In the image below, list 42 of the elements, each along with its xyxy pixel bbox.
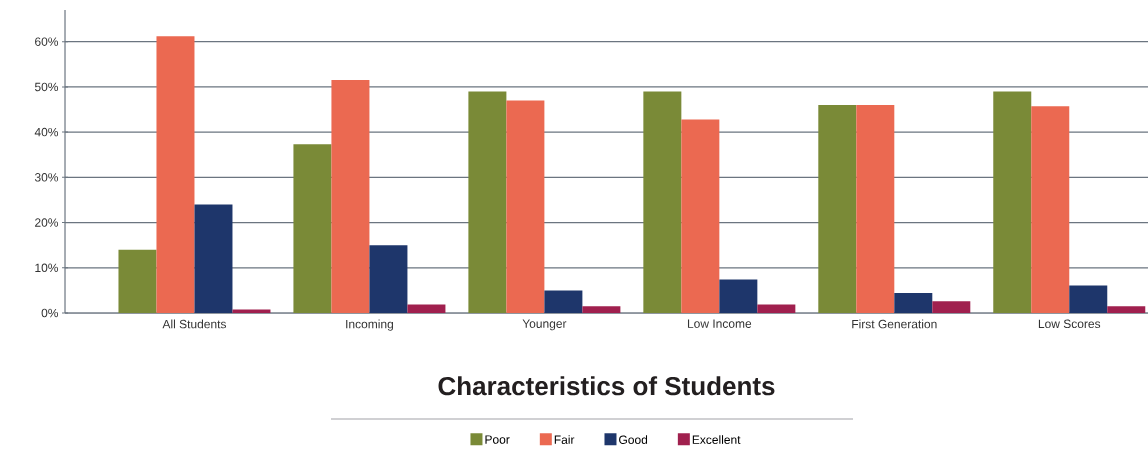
bar	[118, 249, 157, 313]
bar	[894, 293, 933, 313]
legend-label: Poor	[485, 435, 510, 444]
bar	[544, 290, 583, 313]
text: Characteristics of Students	[438, 376, 775, 396]
x-tick-label: Low Income	[687, 319, 752, 328]
bar	[232, 309, 271, 313]
legend-label: Good	[619, 435, 648, 444]
bar	[757, 304, 796, 313]
bar	[1107, 306, 1146, 313]
x-tick-label: All Students	[162, 319, 227, 329]
bar	[1031, 106, 1070, 313]
legend-label: Fair	[554, 435, 575, 444]
legend-label: Excellent	[692, 435, 741, 444]
bar	[1069, 285, 1108, 313]
x-tick-label: Incoming	[346, 319, 393, 331]
bar	[681, 119, 720, 313]
bar	[856, 104, 895, 313]
bar	[407, 304, 446, 313]
bar	[643, 91, 682, 313]
bar	[506, 100, 545, 313]
bar	[993, 91, 1032, 313]
y-tick-label: 20%	[35, 218, 59, 227]
bar	[293, 144, 332, 313]
y-tick-label: 50%	[34, 82, 59, 92]
y-tick-label: 40%	[34, 127, 59, 137]
bar	[582, 306, 621, 313]
x-tick-label: First Generation	[852, 319, 937, 329]
bar	[194, 204, 233, 313]
y-tick-label: 60%	[35, 37, 59, 46]
y-tick-label: 10%	[35, 263, 59, 273]
y-tick-label: 0%	[41, 308, 59, 318]
bar	[331, 80, 370, 313]
x-tick-label: Low Scores	[1038, 319, 1101, 329]
bar	[719, 279, 758, 313]
bar	[818, 104, 857, 313]
x-tick-label: Younger	[522, 319, 567, 331]
y-tick-label: 30%	[34, 173, 59, 182]
bar	[369, 245, 408, 313]
bar	[468, 91, 507, 313]
bar	[156, 36, 195, 313]
bar	[932, 301, 971, 313]
